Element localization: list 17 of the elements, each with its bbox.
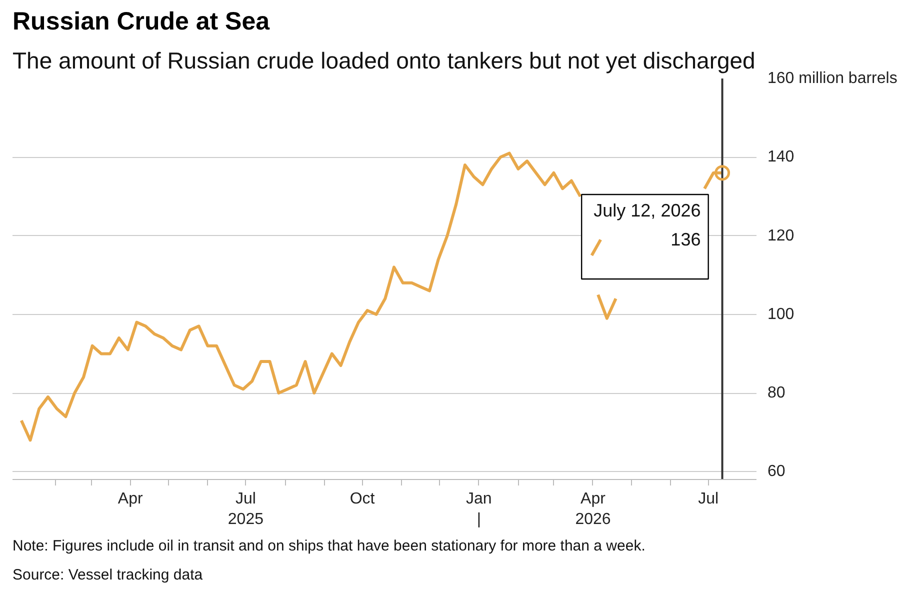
chart-title: Russian Crude at Sea [12,8,271,36]
annotation: July 12, 2026 136 [594,200,701,250]
y-tick-label: 120 [768,227,794,244]
x-tick-label: Apr 2026 [575,490,611,528]
text: Note: Figures include oil in transit and on ships that have been stationary for more than a week. [12,538,646,554]
y-tick-label: 140 [768,148,794,166]
x-tick-label: Jan | [466,490,492,528]
y-tick-label: 100 [768,306,794,323]
y-tick-label: 60 [768,463,786,480]
y-tick-label: 80 [768,384,786,402]
source-note: Source: Vessel tracking data [12,566,204,584]
x-tick-label: Apr [118,490,144,508]
x-tick-label: Oct [350,490,376,508]
y-tick-label: 160 million barrels [768,70,898,87]
x-tick-label: Jul 2025 [228,490,264,528]
x-tick-label: Jul [698,490,719,508]
chart-subtitle: The amount of Russian crude loaded onto tankers but not yet discharged [12,48,756,74]
